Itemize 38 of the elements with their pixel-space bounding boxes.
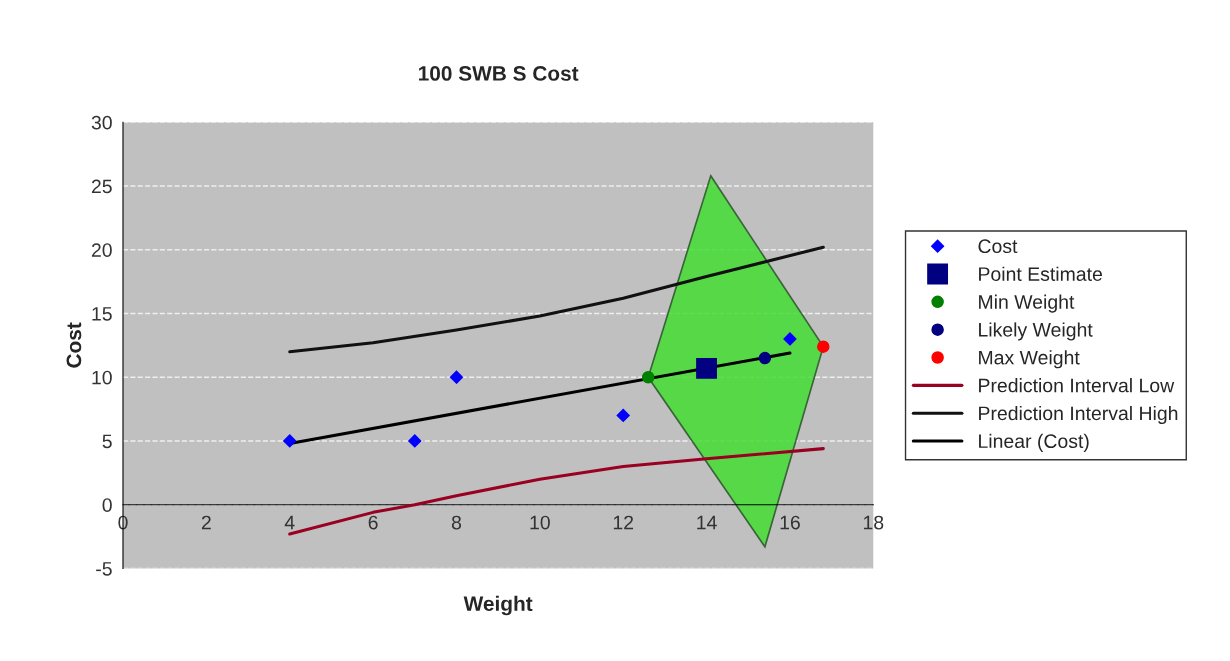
x-tick-label: 6 [368,515,378,530]
y-tick-label: 15 [92,307,112,321]
legend-label: Point Estimate [979,266,1102,281]
legend-label: Min Weight [979,294,1075,313]
y-tick-label: -5 [96,562,112,576]
y-tick-label: 25 [91,179,112,194]
point [696,357,717,379]
legend-label: Max Weight [979,350,1080,369]
point [783,332,797,346]
x-tick-label: 4 [284,515,295,530]
x-tick-label: 16 [780,515,800,530]
point [817,340,830,353]
line-series [288,245,825,354]
y-axis-title: Cost [66,322,82,368]
y-tick-label: 30 [91,115,112,130]
point [283,434,297,448]
point [758,351,772,365]
legend-label: Cost [978,239,1018,254]
y-tick-label: 20 [91,243,112,257]
chart-title: 100 SWB S Cost [419,66,579,81]
legend-label: Linear (Cost) [979,433,1089,452]
point [449,370,464,384]
point [641,370,655,384]
x-tick-label: 2 [201,515,211,530]
point [616,408,630,423]
x-tick-label: 14 [697,515,717,530]
legend-label: Likely Weight [979,322,1093,341]
legend-label: Prediction Interval High [979,405,1178,425]
x-axis-title: Weight [463,595,533,616]
x-tick-label: 12 [613,515,634,530]
point [408,434,422,448]
x-tick-label: 8 [451,515,462,530]
x-tick-label: 18 [863,515,884,530]
y-tick-label: 0 [102,498,112,512]
y-tick-label: 10 [92,370,112,385]
x-tick-label: 10 [530,515,550,530]
y-tick-label: 5 [102,434,112,449]
legend-label: Prediction Interval Low [979,378,1175,393]
